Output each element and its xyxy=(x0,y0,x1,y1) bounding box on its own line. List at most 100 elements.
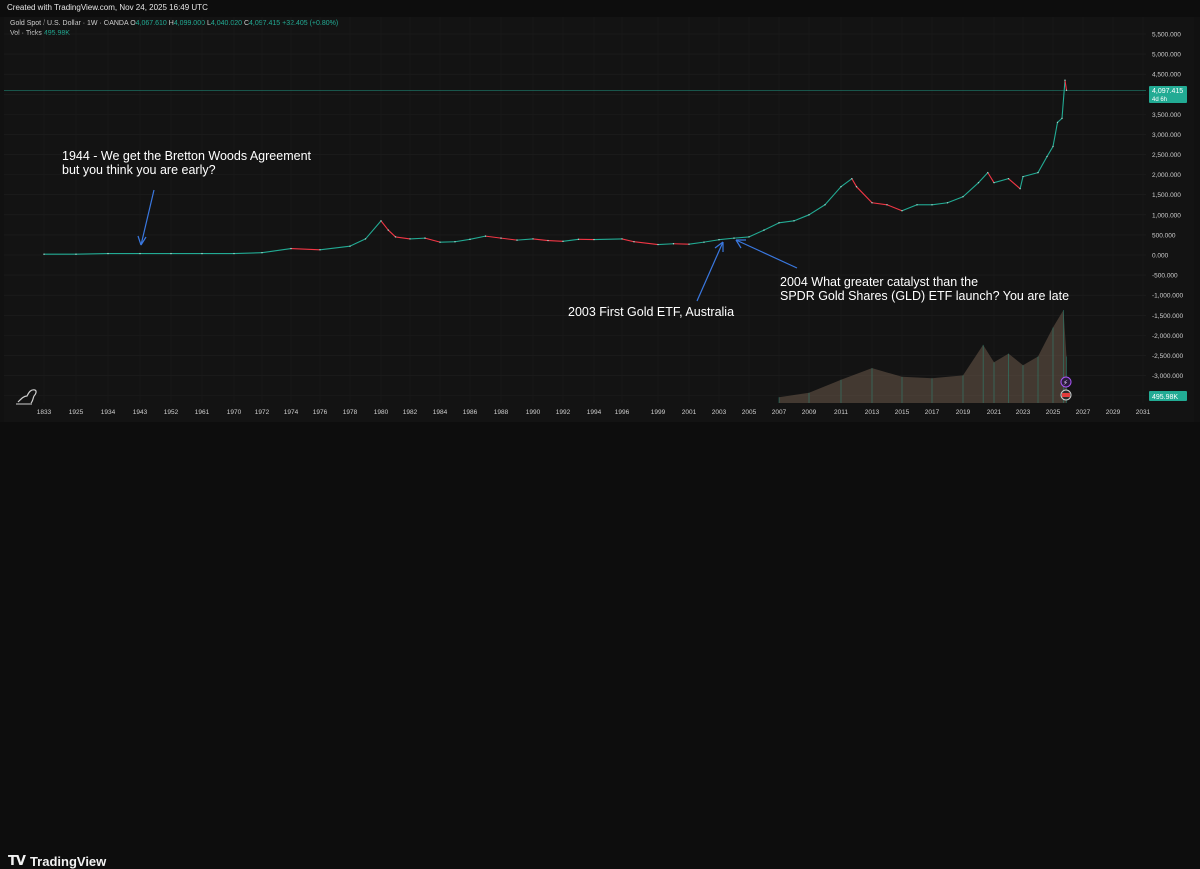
x-tick-label: 2031 xyxy=(1136,409,1151,416)
x-tick-label: 2017 xyxy=(925,409,940,416)
x-tick-label: 1980 xyxy=(374,409,389,416)
price-point xyxy=(1046,156,1047,157)
price-segment xyxy=(1062,80,1065,118)
price-point xyxy=(424,237,425,238)
drawing-tool-icon[interactable] xyxy=(16,390,36,404)
price-point xyxy=(500,237,501,238)
y-tick-label: -2,500.000 xyxy=(1152,353,1183,360)
price-point xyxy=(748,236,749,237)
price-point xyxy=(485,235,486,236)
price-point xyxy=(469,239,470,240)
price-point xyxy=(901,210,902,211)
tradingview-logo[interactable]: 𝗧𝗩 TradingView xyxy=(8,853,106,869)
y-tick-label: 2,000.000 xyxy=(1152,172,1181,179)
price-point xyxy=(439,241,440,242)
tradingview-logo-icon: 𝗧𝗩 xyxy=(8,853,25,869)
price-segment xyxy=(548,241,563,242)
price-segment xyxy=(381,221,388,230)
price-segment xyxy=(902,205,917,211)
annotation-gld-line1: 2004 What greater catalyst than the xyxy=(780,275,978,289)
price-segment xyxy=(1009,179,1021,189)
price-segment xyxy=(1020,177,1023,189)
price-point xyxy=(139,253,140,254)
price-segment xyxy=(1065,80,1067,90)
price-point xyxy=(395,236,396,237)
price-point xyxy=(886,204,887,205)
price-point xyxy=(75,253,76,254)
price-segment xyxy=(749,230,764,237)
grid-lines xyxy=(4,17,1146,403)
annotation-first-etf-text: 2003 First Gold ETF, Australia xyxy=(568,305,734,319)
annotation-first-etf[interactable]: 2003 First Gold ETF, Australia xyxy=(568,242,734,319)
price-segment xyxy=(501,238,517,240)
price-point xyxy=(233,253,234,254)
x-tick-label: 2005 xyxy=(742,409,757,416)
x-tick-label: 2007 xyxy=(772,409,787,416)
x-tick-label: 2011 xyxy=(834,409,848,416)
price-segment xyxy=(410,238,425,239)
y-tick-label: 0.000 xyxy=(1152,253,1169,260)
price-point xyxy=(703,241,704,242)
y-tick-label: 4,500.000 xyxy=(1152,72,1181,79)
x-tick-label: 2001 xyxy=(682,409,697,416)
last-price-tag: 4,097.415 4d 6h xyxy=(1149,86,1187,103)
x-tick-label: 1992 xyxy=(556,409,571,416)
price-segment xyxy=(622,239,634,242)
price-point xyxy=(1019,188,1020,189)
price-point xyxy=(1064,80,1065,81)
price-segment xyxy=(533,239,548,241)
price-segment xyxy=(1058,118,1063,122)
x-tick-label: 1972 xyxy=(255,409,270,416)
price-point xyxy=(840,186,841,187)
chart-svg[interactable]: 5,500.0005,000.0004,500.0004,000.0003,50… xyxy=(0,0,1200,455)
annotation-bretton-woods[interactable]: 1944 - We get the Bretton Woods Agreemen… xyxy=(62,149,312,245)
price-point xyxy=(380,220,381,221)
footer-bar: 𝗧𝗩 TradingView xyxy=(0,422,1200,455)
price-point xyxy=(993,182,994,183)
earnings-flag-glyph xyxy=(1062,393,1070,397)
price-segment xyxy=(425,238,440,242)
price-point xyxy=(778,222,779,223)
price-segment xyxy=(764,223,779,230)
annotation-bretton-line1: 1944 - We get the Bretton Woods Agreemen… xyxy=(62,149,312,163)
y-tick-label: 2,500.000 xyxy=(1152,152,1181,159)
price-point xyxy=(1066,90,1067,91)
x-tick-label: 1833 xyxy=(37,409,52,416)
x-tick-label: 2027 xyxy=(1076,409,1091,416)
y-tick-label: -2,000.000 xyxy=(1152,333,1183,340)
volume-area-fill xyxy=(779,310,1067,403)
price-point xyxy=(107,253,108,254)
annotation-bretton-arrow xyxy=(141,190,154,245)
x-tick-label: 1986 xyxy=(463,409,478,416)
price-segment xyxy=(291,249,320,250)
price-point xyxy=(718,239,719,240)
price-point xyxy=(824,204,825,205)
price-segment xyxy=(517,239,533,240)
price-segment xyxy=(320,246,350,250)
price-point xyxy=(261,252,262,253)
price-segment xyxy=(734,237,749,238)
price-point xyxy=(365,238,366,239)
y-tick-label: -3,000.000 xyxy=(1152,373,1183,380)
tradingview-brand-text: TradingView xyxy=(30,854,106,869)
last-price-value: 4,097.415 xyxy=(1152,88,1183,95)
x-tick-label: 2013 xyxy=(865,409,880,416)
price-point xyxy=(290,248,291,249)
price-segment xyxy=(994,179,1009,183)
x-tick-label: 1999 xyxy=(651,409,666,416)
annotation-gld[interactable]: 2004 What greater catalyst than the SPDR… xyxy=(736,240,1069,303)
price-point xyxy=(633,241,634,242)
price-segment xyxy=(872,203,887,205)
price-segment xyxy=(825,187,841,205)
x-tick-label: 1974 xyxy=(284,409,299,416)
x-tick-label: 2015 xyxy=(895,409,910,416)
price-segment xyxy=(841,179,852,187)
price-segment xyxy=(486,236,502,238)
price-point xyxy=(856,186,857,187)
annotation-gld-line2: SPDR Gold Shares (GLD) ETF launch? You a… xyxy=(780,289,1069,303)
x-tick-label: 1952 xyxy=(164,409,179,416)
x-tick-label: 1996 xyxy=(615,409,630,416)
price-segment xyxy=(1038,157,1047,173)
annotation-bretton-line2: but you think you are early? xyxy=(62,163,216,177)
